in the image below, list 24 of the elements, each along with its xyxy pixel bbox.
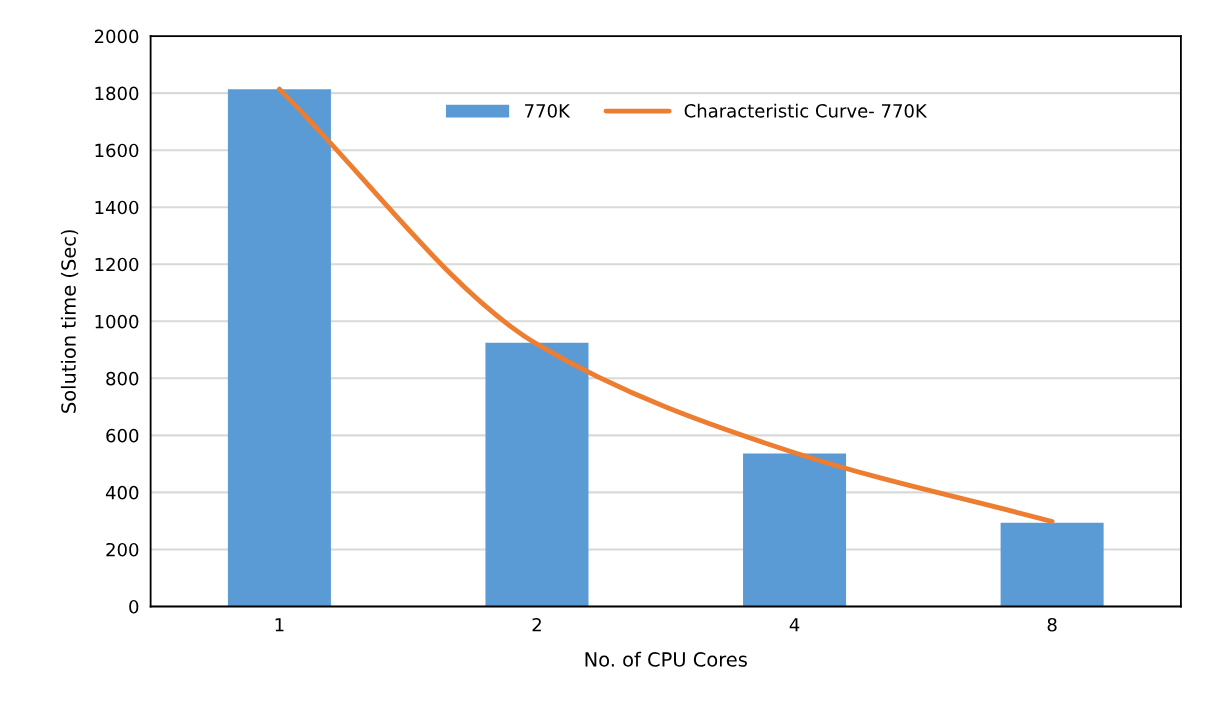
y-tick-label: 2000 — [94, 29, 139, 44]
bar — [743, 453, 847, 607]
legend-label: 770K — [525, 104, 571, 118]
bar — [227, 89, 331, 607]
x-tick-label: 8 — [1047, 617, 1057, 632]
y-tick-label: 800 — [106, 371, 139, 386]
x-tick-label: 1 — [275, 618, 284, 632]
y-tick-label: 1000 — [95, 314, 139, 329]
y-tick-label: 600 — [106, 428, 139, 443]
y-tick-label: 1200 — [95, 257, 139, 272]
y-tick-label: 1800 — [95, 86, 139, 101]
legend-label: Characteristic Curve- 770K — [684, 103, 928, 118]
y-tick-label: 200 — [106, 542, 139, 557]
x-tick-label: 4 — [789, 618, 800, 632]
bar — [1000, 522, 1104, 607]
y-tick-label: 400 — [105, 485, 139, 500]
y-tick-label: 1600 — [95, 143, 139, 158]
bar — [485, 342, 589, 607]
y-tick-label: 0 — [129, 599, 139, 614]
y-axis-title: Solution time (Sec) — [60, 230, 79, 413]
x-axis-title: No. of CPU Cores — [585, 651, 747, 667]
x-tick-label: 2 — [532, 617, 541, 632]
line-series — [276, 86, 1055, 524]
y-tick-label: 1400 — [95, 200, 139, 215]
